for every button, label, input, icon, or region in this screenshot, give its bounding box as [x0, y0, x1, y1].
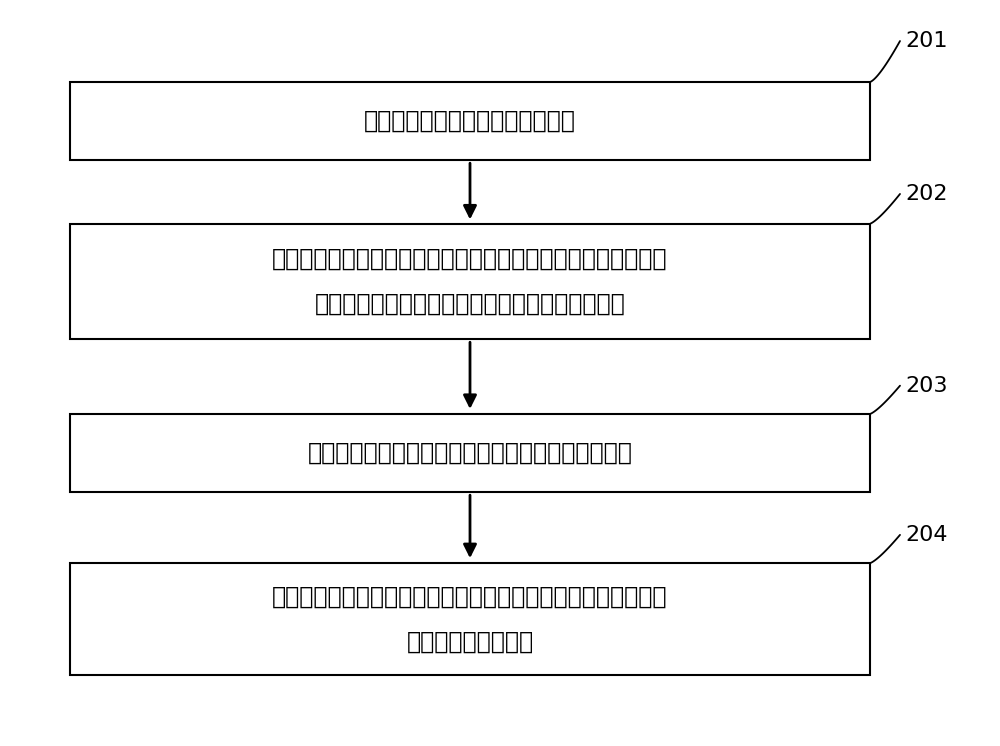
Text: 若驻网状态为已驻网，连接状态为已连接，则向第一服务器发送: 若驻网状态为已驻网，连接状态为已连接，则向第一服务器发送: [272, 247, 668, 272]
Text: 检测无线通信模块的当前网络状态: 检测无线通信模块的当前网络状态: [364, 109, 576, 134]
Text: 当前网络状态，向第一设备发送设备信息获取请求: 当前网络状态，向第一设备发送设备信息获取请求: [315, 292, 625, 316]
Text: 201: 201: [905, 31, 948, 51]
Text: 发送设备信息和无线通信模块的模块信息至第一服务器，无线通: 发送设备信息和无线通信模块的模块信息至第一服务器，无线通: [272, 585, 668, 609]
Bar: [70, 82, 870, 160]
Text: 203: 203: [905, 376, 948, 395]
Bar: [70, 414, 870, 492]
Text: 204: 204: [905, 525, 948, 545]
Text: 202: 202: [905, 184, 948, 204]
Text: 信模块进入工作状态: 信模块进入工作状态: [406, 630, 534, 653]
Text: 接收第一设备根据设备信息获取请求返回的设备信息: 接收第一设备根据设备信息获取请求返回的设备信息: [308, 441, 632, 466]
Bar: [70, 224, 870, 339]
Bar: [70, 563, 870, 675]
